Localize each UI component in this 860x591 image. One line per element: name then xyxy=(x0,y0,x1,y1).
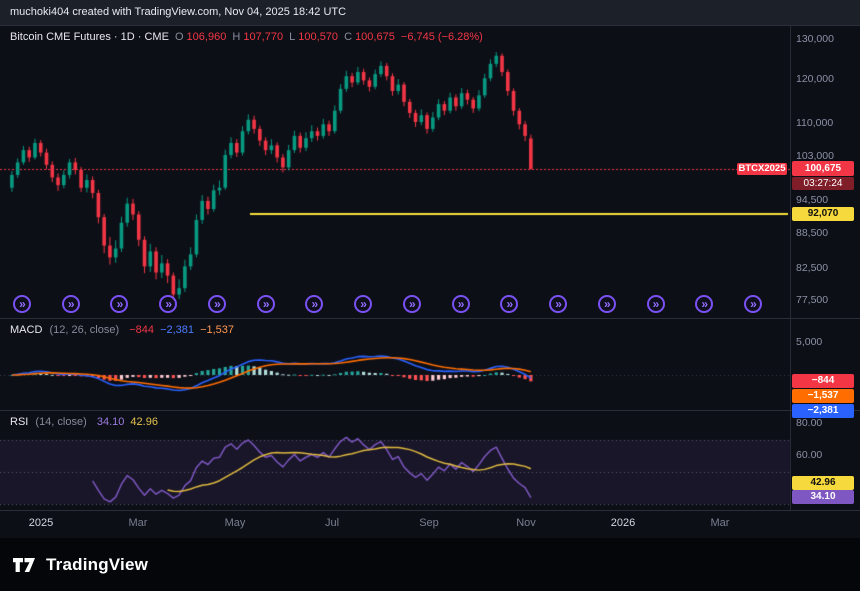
macd-hist-badge: −844 xyxy=(792,374,854,388)
macd-signal-value: −1,537 xyxy=(200,324,235,336)
contract-rollover-marker-icon[interactable]: » xyxy=(402,295,421,313)
contract-rollover-marker-icon[interactable]: » xyxy=(61,295,80,313)
contract-rollover-marker-icon[interactable]: » xyxy=(549,295,568,313)
contract-rollover-marker-icon[interactable]: » xyxy=(256,295,275,313)
time-axis-label: 2026 xyxy=(610,517,636,529)
rsi-axis-tick-60: 60.00 xyxy=(796,449,823,461)
macd-legend: MACD (12, 26, close) −844 −2,381 −1,537 xyxy=(10,324,237,336)
pane-separator-rsi[interactable] xyxy=(0,410,860,411)
rsi-title[interactable]: RSI xyxy=(10,416,29,428)
contract-rollover-marker-icon[interactable]: » xyxy=(743,295,762,313)
close-value: 100,675 xyxy=(355,31,395,43)
time-axis-label: May xyxy=(224,517,246,529)
price-tick-label: 103,000 xyxy=(796,150,834,163)
macd-line-value: −2,381 xyxy=(160,324,195,336)
price-tick-label: 88,500 xyxy=(796,227,829,240)
contract-label-badge: BTCX2025 xyxy=(737,163,787,175)
macd-hist-value: −844 xyxy=(129,324,154,336)
rsi-legend: RSI (14, close) 34.10 42.96 xyxy=(10,416,161,428)
contract-rollover-marker-icon[interactable]: » xyxy=(695,295,714,313)
change-value: −6,745 (−6.28%) xyxy=(400,31,483,43)
macd-line-badge: −2,381 xyxy=(792,404,854,418)
macd-params: (12, 26, close) xyxy=(49,324,120,336)
user-line-price-badge: 92,070 xyxy=(792,207,854,221)
time-axis-label: Mar xyxy=(710,517,730,529)
rsi-ma-badge: 42.96 xyxy=(792,476,854,490)
price-tick-label: 130,000 xyxy=(796,32,834,45)
macd-axis-tick: 5,000 xyxy=(796,336,823,348)
contract-rollover-marker-icon[interactable]: » xyxy=(646,295,665,313)
low-label: L xyxy=(289,31,296,43)
time-axis-label: Nov xyxy=(516,517,536,529)
contract-rollover-marker-icon[interactable]: » xyxy=(354,295,373,313)
contract-rollover-marker-icon[interactable]: » xyxy=(305,295,324,313)
rsi-axis-tick-80: 80.00 xyxy=(796,417,823,429)
high-label: H xyxy=(232,31,241,43)
time-axis-label: Mar xyxy=(128,517,148,529)
time-axis-label: 2025 xyxy=(28,517,54,529)
topbar-separator xyxy=(0,25,860,26)
countdown-badge: 03:27:24 xyxy=(792,177,854,190)
main-pane-legend: Bitcoin CME Futures · 1D · CME O 106,960 … xyxy=(10,31,486,43)
time-axis-separator xyxy=(0,510,860,511)
last-price-badge: 100,675 xyxy=(792,161,854,176)
price-tick-label: 120,000 xyxy=(796,73,834,86)
tradingview-brand-text[interactable]: TradingView xyxy=(46,554,149,574)
contract-rollover-marker-icon[interactable]: » xyxy=(500,295,519,313)
macd-signal-badge: −1,537 xyxy=(792,389,854,403)
price-tick-label: 77,500 xyxy=(796,293,829,306)
macd-title[interactable]: MACD xyxy=(10,324,43,336)
footer-bar: TradingView xyxy=(0,538,860,591)
rsi-value: 34.10 xyxy=(96,416,125,428)
time-axis-label: Jul xyxy=(324,517,340,529)
price-tick-label: 94,500 xyxy=(796,193,829,206)
contract-rollover-marker-icon[interactable]: » xyxy=(597,295,616,313)
rsi-ma-value: 42.96 xyxy=(130,416,158,428)
open-value: 106,960 xyxy=(186,31,227,43)
time-axis-label: Sep xyxy=(419,517,439,529)
price-tick-label: 82,500 xyxy=(796,262,829,275)
contract-rollover-marker-icon[interactable]: » xyxy=(451,295,470,313)
rsi-params: (14, close) xyxy=(35,416,87,428)
attribution-text: muchoki404 created with TradingView.com,… xyxy=(10,6,347,18)
high-value: 107,770 xyxy=(243,31,284,43)
tradingview-logo-icon[interactable] xyxy=(10,551,38,579)
price-tick-label: 110,000 xyxy=(796,117,834,130)
rsi-value-badge: 34.10 xyxy=(792,490,854,504)
pane-separator-macd[interactable] xyxy=(0,318,860,319)
close-label: C xyxy=(344,31,353,43)
contract-rollover-marker-icon[interactable]: » xyxy=(110,295,129,313)
price-axis-separator xyxy=(790,25,791,510)
symbol-title[interactable]: Bitcoin CME Futures · 1D · CME xyxy=(10,31,169,43)
contract-rollover-marker-icon[interactable]: » xyxy=(207,295,226,313)
open-label: O xyxy=(174,31,184,43)
low-value: 100,570 xyxy=(298,31,339,43)
attribution-bar: muchoki404 created with TradingView.com,… xyxy=(0,0,860,25)
contract-rollover-marker-icon[interactable]: » xyxy=(13,295,31,313)
contract-rollover-marker-icon[interactable]: » xyxy=(159,295,178,313)
